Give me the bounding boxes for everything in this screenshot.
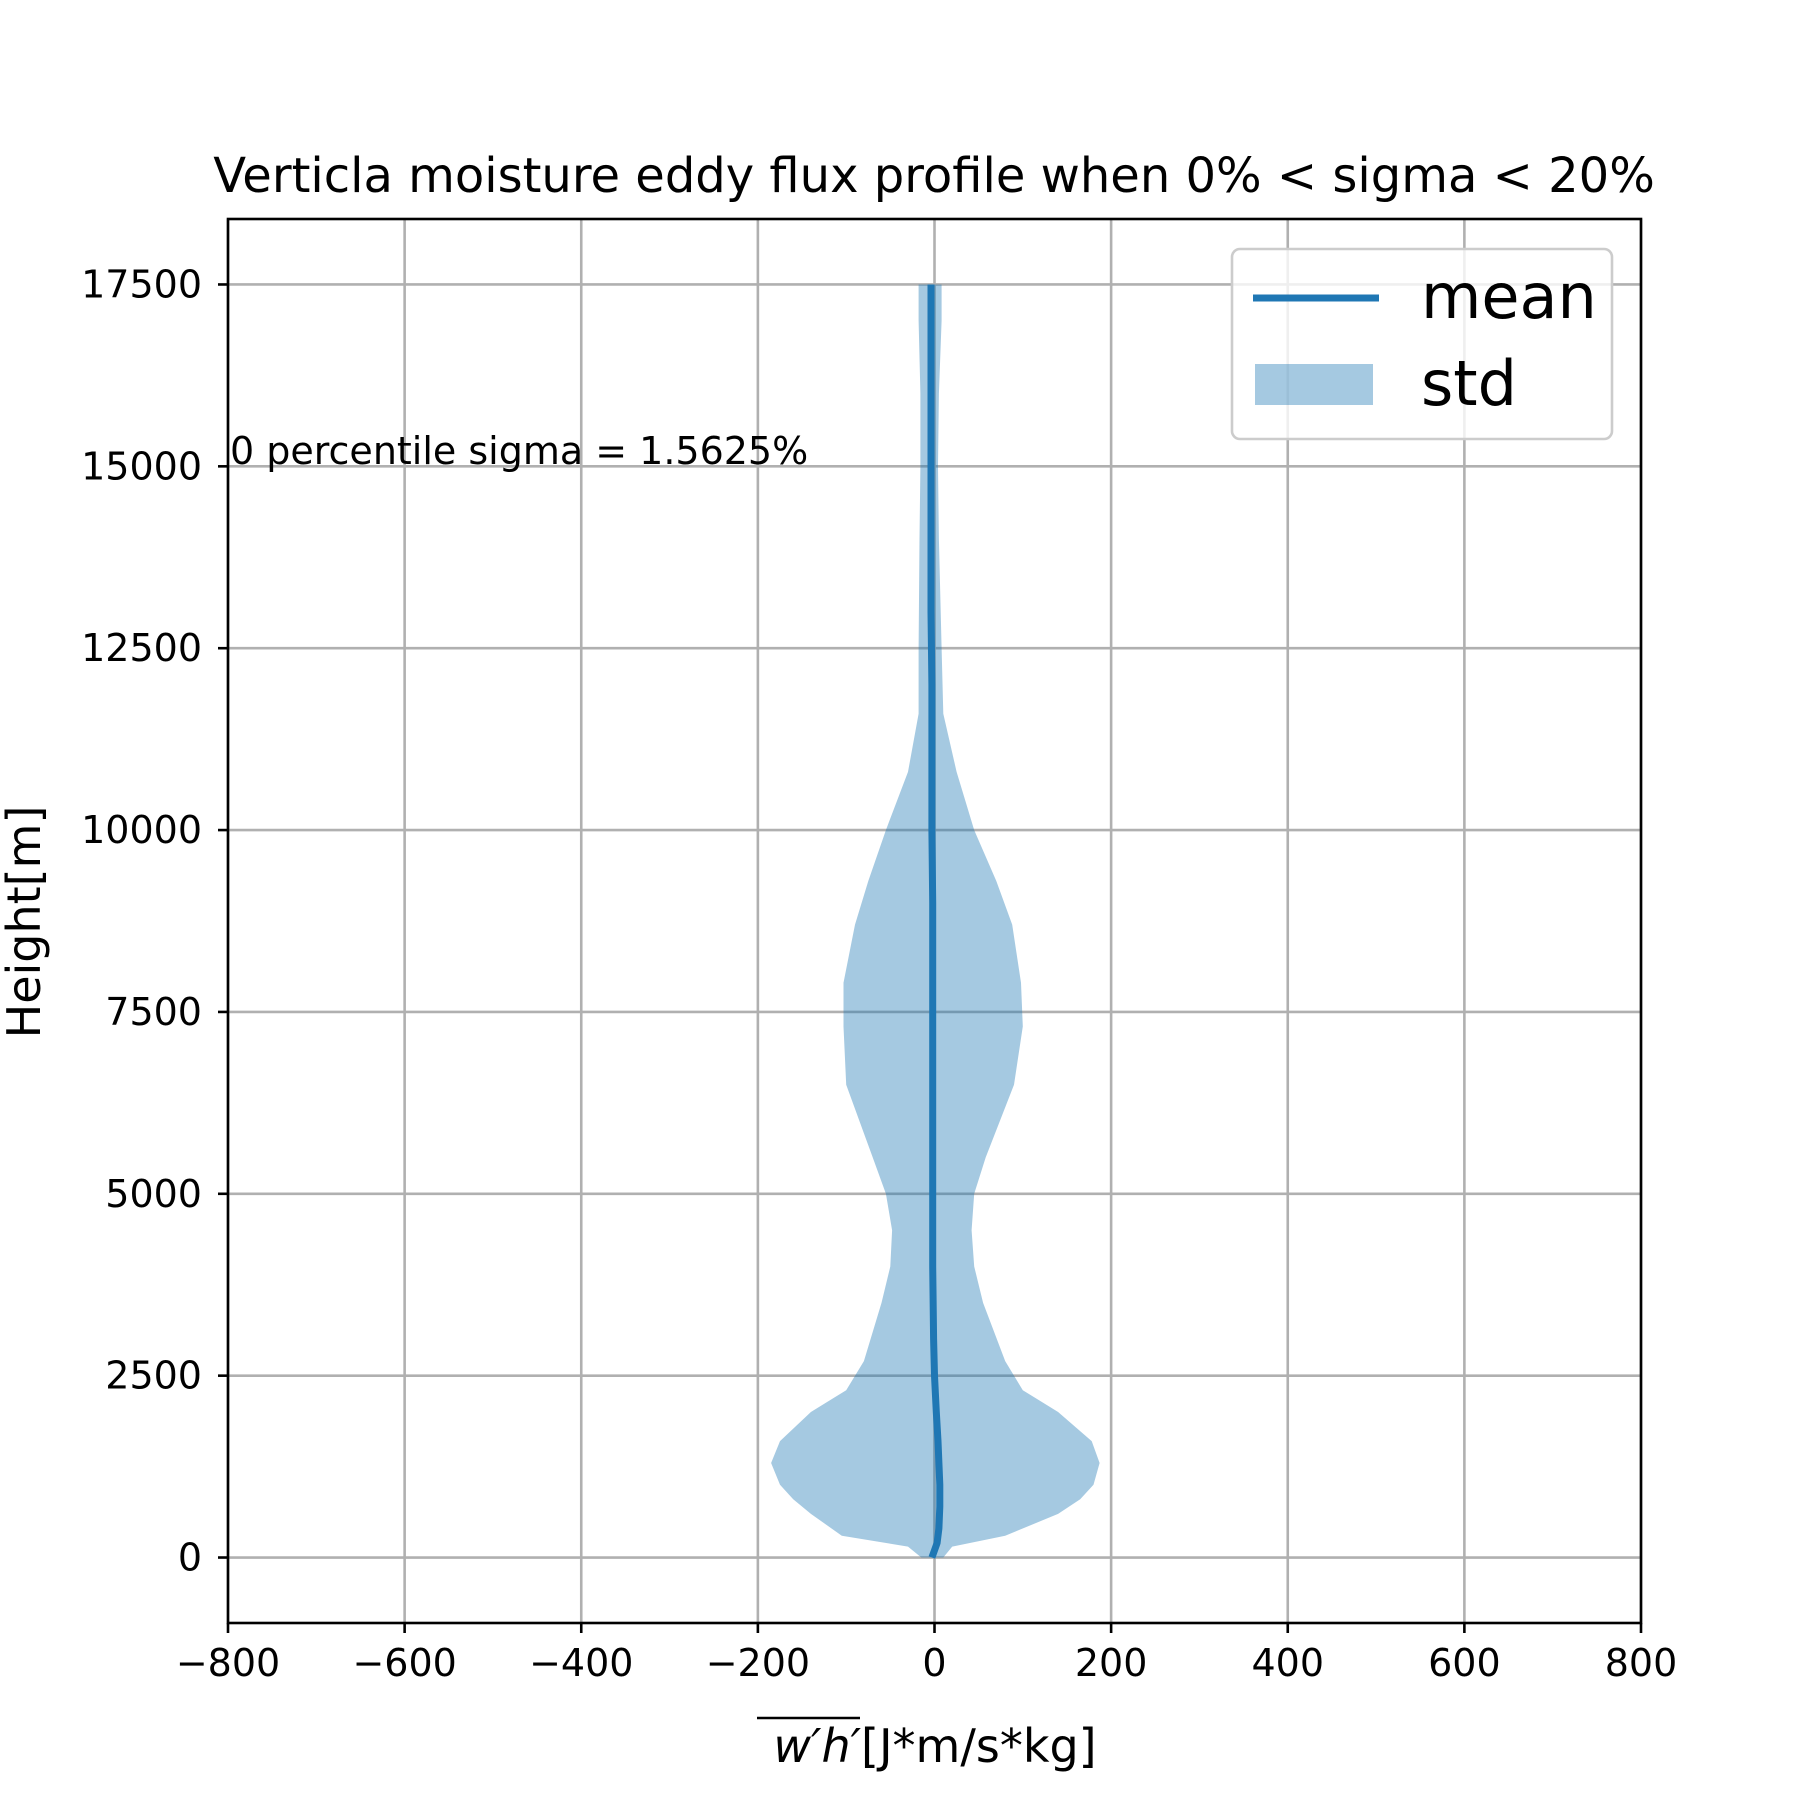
svg-text:w′h′[J*m/s*kg]: w′h′[J*m/s*kg] [773,1719,1096,1773]
legend-swatch-std [1255,364,1373,405]
x-axis-label: w′h′[J*m/s*kg] [757,1716,1097,1773]
ticks: −800 −600 −400 −200 0 200 400 600 800 0 2500 5000 75… [81,262,1677,1685]
x-tick-label: −800 [176,1641,280,1685]
x-tick-label: 800 [1605,1641,1678,1685]
y-axis-label: Height[m] [0,806,51,1039]
x-tick-label: 400 [1251,1641,1324,1685]
legend-label-std: std [1421,347,1517,420]
x-axis-label-math: w′h′ [773,1719,861,1773]
y-tick-label: 5000 [105,1172,202,1216]
annotation-text: 0 percentile sigma = 1.5625% [230,429,808,473]
plot-data [771,284,1100,1559]
x-tick-label: −200 [706,1641,810,1685]
chart-title: Verticla moisture eddy flux profile when… [213,148,1655,204]
y-tick-label: 17500 [81,262,202,306]
x-tick-label: 200 [1075,1641,1148,1685]
x-tick-label: −400 [529,1641,633,1685]
y-tick-label: 10000 [81,808,202,852]
legend: mean std [1230,247,1614,441]
x-axis-label-unit: [J*m/s*kg] [861,1719,1097,1773]
x-tick-label: 600 [1428,1641,1501,1685]
x-tick-label: −600 [352,1641,456,1685]
y-tick-label: 2500 [105,1354,202,1398]
mean-line [927,284,944,1559]
y-tick-label: 0 [178,1536,202,1580]
x-tick-label: 0 [922,1641,946,1685]
y-tick-label: 15000 [81,444,202,488]
legend-label-mean: mean [1421,260,1597,333]
y-tick-label: 7500 [105,990,202,1034]
y-tick-label: 12500 [81,626,202,670]
